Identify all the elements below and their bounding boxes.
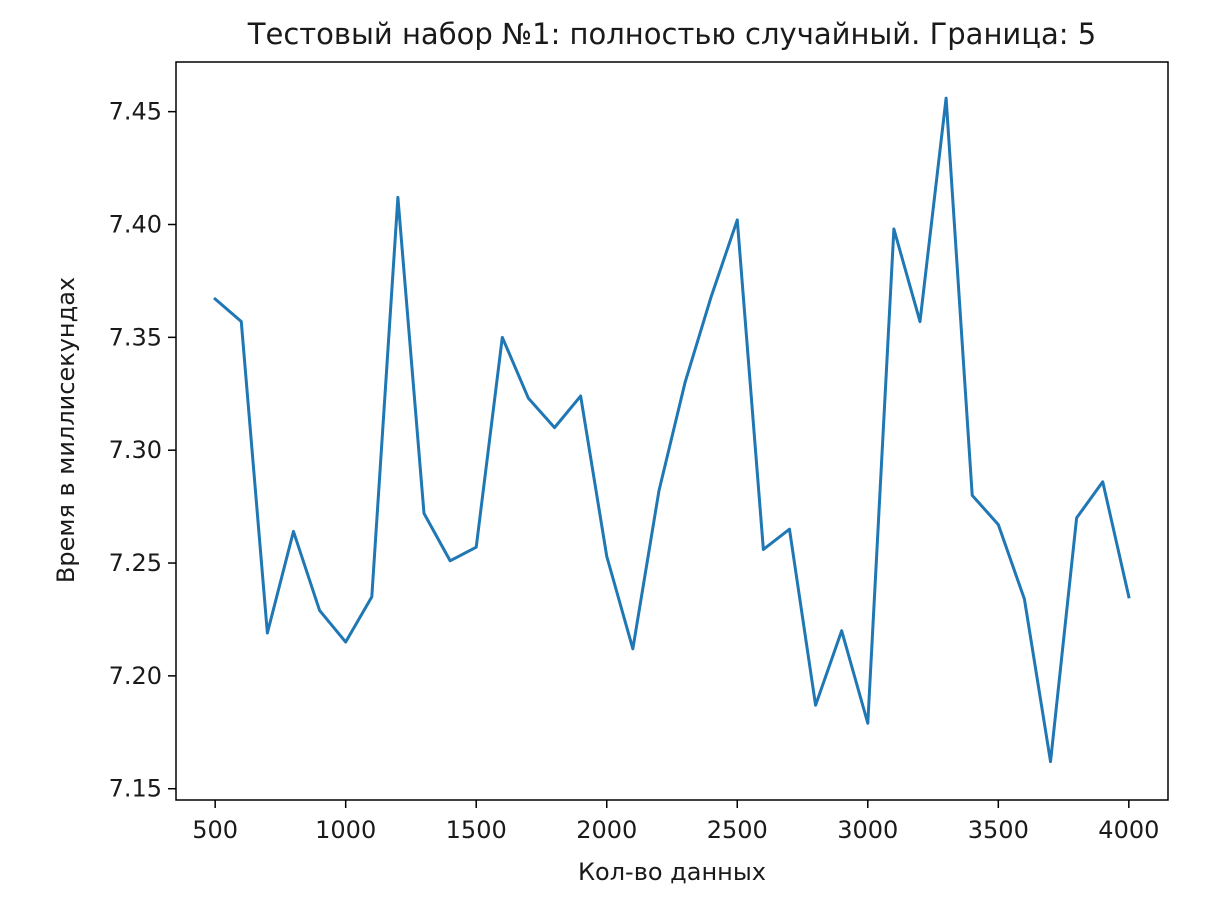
x-tick-label: 2500 [707,816,768,844]
y-axis-label: Время в миллисекундах [52,277,80,583]
y-tick-label: 7.15 [109,775,162,803]
x-tick-label: 1500 [446,816,507,844]
series-line [215,98,1129,762]
plot-area [215,98,1129,762]
x-tick-label: 1000 [315,816,376,844]
y-tick-label: 7.45 [109,98,162,126]
y-tick-label: 7.40 [109,210,162,238]
x-tick-label: 3000 [837,816,898,844]
y-tick-label: 7.20 [109,662,162,690]
y-tick-label: 7.25 [109,549,162,577]
x-axis: 500 1000 1500 2000 2500 3000 3500 4000 [192,800,1159,844]
y-axis: 7.15 7.20 7.25 7.30 7.35 7.40 7.45 [109,98,176,803]
y-tick-label: 7.30 [109,436,162,464]
x-tick-label: 2000 [576,816,637,844]
x-tick-label: 500 [192,816,238,844]
x-tick-label: 3500 [968,816,1029,844]
y-tick-label: 7.35 [109,323,162,351]
chart-title: Тестовый набор №1: полностью случайный. … [247,17,1096,51]
x-axis-label: Кол-во данных [578,858,766,886]
x-tick-label: 4000 [1098,816,1159,844]
